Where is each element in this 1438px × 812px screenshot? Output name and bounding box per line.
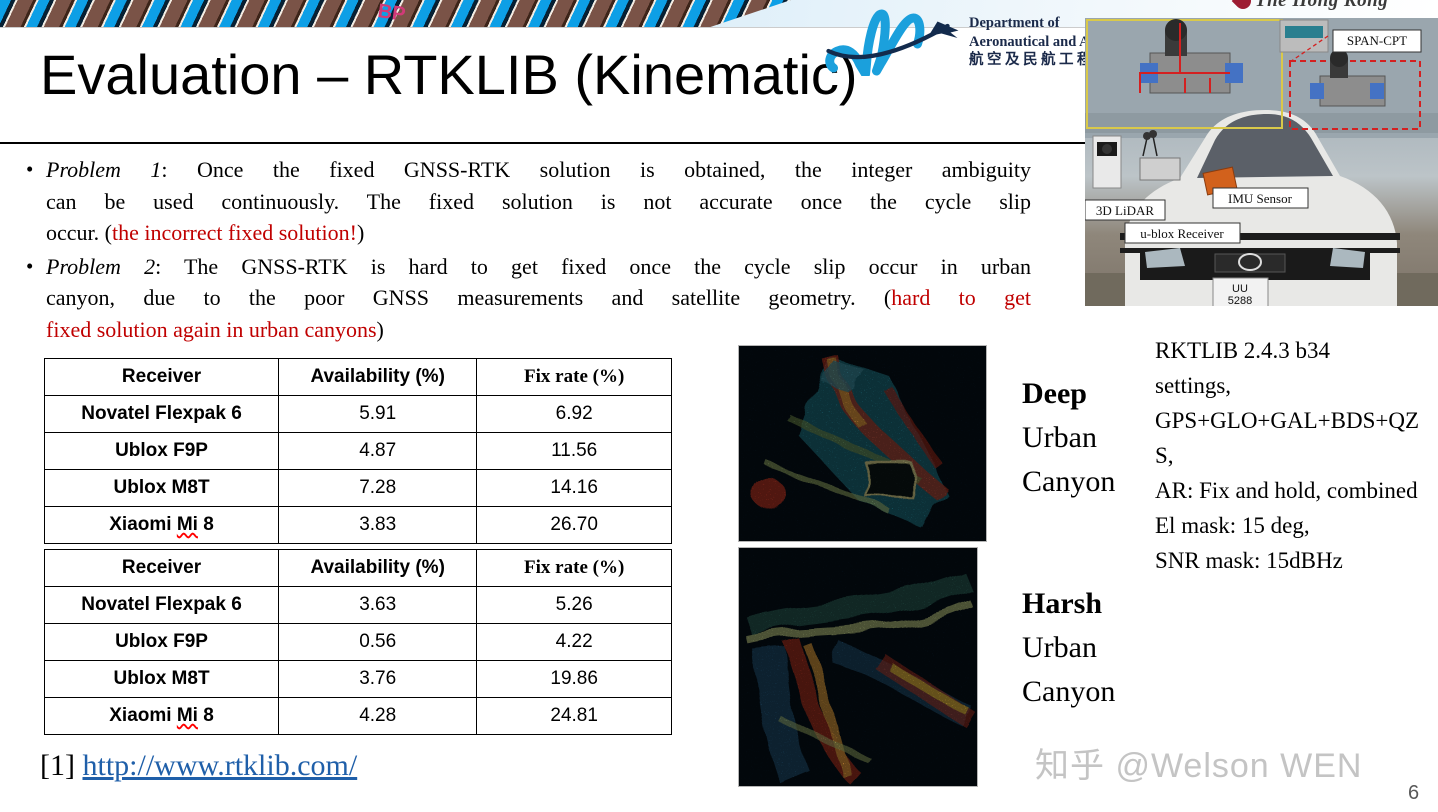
svg-text:SPAN-CPT: SPAN-CPT: [1347, 33, 1407, 48]
svg-text:5288: 5288: [1228, 295, 1252, 306]
svg-text:3D LiDAR: 3D LiDAR: [1096, 203, 1154, 218]
svg-text:UU: UU: [1232, 283, 1248, 295]
svg-text:BP: BP: [376, 0, 407, 26]
svg-text:u-blox Receiver: u-blox Receiver: [1140, 226, 1224, 241]
svg-text:IMU Sensor: IMU Sensor: [1228, 191, 1293, 206]
